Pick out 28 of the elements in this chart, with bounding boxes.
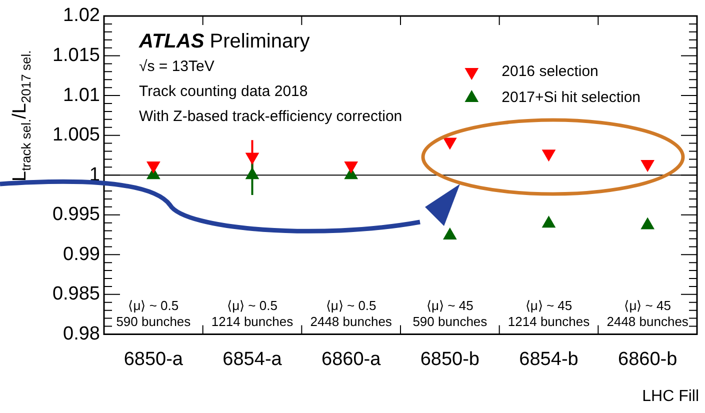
annotation: ⟨μ⟩ ~ 0.5 2448 bunches xyxy=(310,298,392,329)
x-tick-label: 6854-a xyxy=(222,348,282,370)
x-axis-title: LHC Fill xyxy=(642,388,699,406)
y-tick-label: 1.02 xyxy=(63,5,100,26)
y-tick-label: 0.995 xyxy=(52,204,100,226)
x-tick-label: 6860-a xyxy=(321,348,382,370)
annotation: ⟨μ⟩ ~ 0.5 590 bunches xyxy=(116,298,192,329)
legend-label: 2017+Si hit selection xyxy=(502,89,641,106)
x-tick-label: 6850-a xyxy=(124,348,184,370)
annotation: √s = 13TeV xyxy=(139,58,214,76)
annotation: ⟨μ⟩ ~ 0.5 1214 bunches xyxy=(211,298,294,329)
y-tick-label: 1 xyxy=(89,164,100,186)
annotation: With Z-based track-efficiency correction xyxy=(139,108,402,126)
y-tick-label: 0.985 xyxy=(52,284,100,305)
legend-label: 2016 selection xyxy=(502,63,598,80)
annotation: ATLAS Preliminary xyxy=(138,30,310,53)
x-tick-label: 6860-b xyxy=(618,348,678,370)
annotation: ⟨μ⟩ ~ 45 1214 bunches xyxy=(508,298,590,329)
y-tick-label: 1.015 xyxy=(52,45,100,66)
x-tick-label: 6854-b xyxy=(519,348,578,370)
x-tick-label: 6850-b xyxy=(420,348,480,370)
y-tick-label: 1.005 xyxy=(52,124,100,146)
y-tick-label: 1.01 xyxy=(63,84,100,106)
annotation: Track counting data 2018 xyxy=(139,83,308,100)
annotation: ⟨μ⟩ ~ 45 590 bunches xyxy=(412,298,488,329)
y-tick-label: 0.98 xyxy=(63,323,100,344)
y-tick-label: 0.99 xyxy=(63,244,100,265)
annotation: ⟨μ⟩ ~ 45 2448 bunches xyxy=(606,298,689,329)
